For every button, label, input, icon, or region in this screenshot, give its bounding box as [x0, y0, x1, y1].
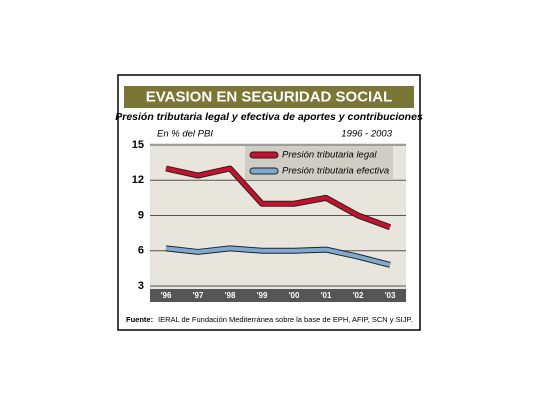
- y-label: En % del PBI: [157, 129, 213, 140]
- y-tick-label: 6: [138, 245, 144, 257]
- y-tick-label: 12: [132, 174, 144, 186]
- line: [165, 246, 391, 267]
- x-tick-label: '97: [193, 291, 204, 300]
- legend-label: Presión tributaria legal: [282, 150, 377, 161]
- x-tick-label: '01: [321, 291, 332, 300]
- source: IERAL de Fundación Mediterránea sobre la…: [158, 315, 413, 324]
- chart-title: EVASION EN SEGURIDAD SOCIAL: [146, 88, 392, 105]
- x-tick-label: '99: [257, 291, 268, 300]
- subtitle: Presión tributaria legal y efectiva de a…: [115, 111, 423, 123]
- legend-label: Presión tributaria efectiva: [282, 166, 389, 177]
- x-tick-label: '02: [353, 291, 364, 300]
- y-tick-label: 3: [138, 280, 144, 292]
- line: [165, 166, 391, 230]
- period: 1996 - 2003: [341, 129, 392, 140]
- x-tick-label: '00: [289, 291, 300, 300]
- title-bar: [124, 86, 414, 108]
- x-tick-label: '03: [385, 291, 396, 300]
- x-tick-label: '98: [225, 291, 236, 300]
- x-band: [150, 289, 406, 302]
- x-tick-label: '96: [161, 291, 172, 300]
- y-tick-label: 15: [132, 139, 144, 151]
- source-label: Fuente:: [126, 315, 153, 324]
- y-tick-label: 9: [138, 209, 144, 221]
